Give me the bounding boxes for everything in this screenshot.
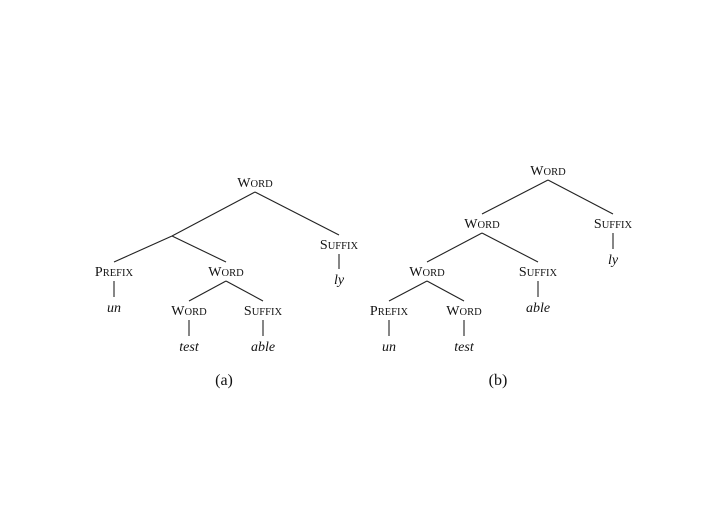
leaf-word-a-un: un [107,301,121,316]
caption-tree-b: (b) [489,372,508,389]
node-label-b-word1: WORD [464,217,500,232]
edge-a-word1 [171,235,227,263]
node-label-b-suffix1: SUFFIX [519,265,558,280]
caption-tree-a: (a) [215,372,233,389]
edge-b-prefix [388,280,428,302]
node-label-a-suffix2: SUFFIX [320,238,359,253]
node-label-b-root: WORD [530,164,566,179]
edge-b-word3 [426,280,465,302]
node-label-b-suffix2: SUFFIX [594,217,633,232]
edge-b-suffix2 [547,179,614,215]
edge-a-suffix1 [225,280,264,302]
node-label-a-root: WORD [237,176,273,191]
leaf-word-a-ly: ly [334,273,345,288]
leaf-word-a-test: test [179,340,200,355]
node-label-b-prefix: PREFIX [370,304,409,319]
leaf-word-b-able: able [526,301,550,316]
leaf-word-b-ly: ly [608,253,619,268]
tree-captions: (a) (b) [215,372,507,389]
leaf-word-b-un: un [382,340,396,355]
node-label-a-word2: WORD [171,304,207,319]
node-label-a-suffix1: SUFFIX [244,304,283,319]
edge-b-word1 [481,179,549,215]
edge-a-word2 [188,280,227,302]
edge-b-suffix1 [481,232,539,263]
tree-nodes: WORD PREFIX un WORD WORD test SUFFIX able SUFFIX… [95,164,633,355]
edge-a-suffix2 [254,191,340,236]
node-label-b-word3: WORD [446,304,482,319]
leaf-word-a-able: able [251,340,275,355]
tree-edges [113,179,614,336]
node-label-a-prefix: PREFIX [95,265,134,280]
node-label-b-word2: WORD [409,265,445,280]
node-label-a-word1: WORD [208,265,244,280]
edge-a-prefix [113,235,173,263]
leaf-word-b-test: test [454,340,475,355]
edge-a-split [171,191,256,237]
edge-b-word2 [426,232,483,263]
